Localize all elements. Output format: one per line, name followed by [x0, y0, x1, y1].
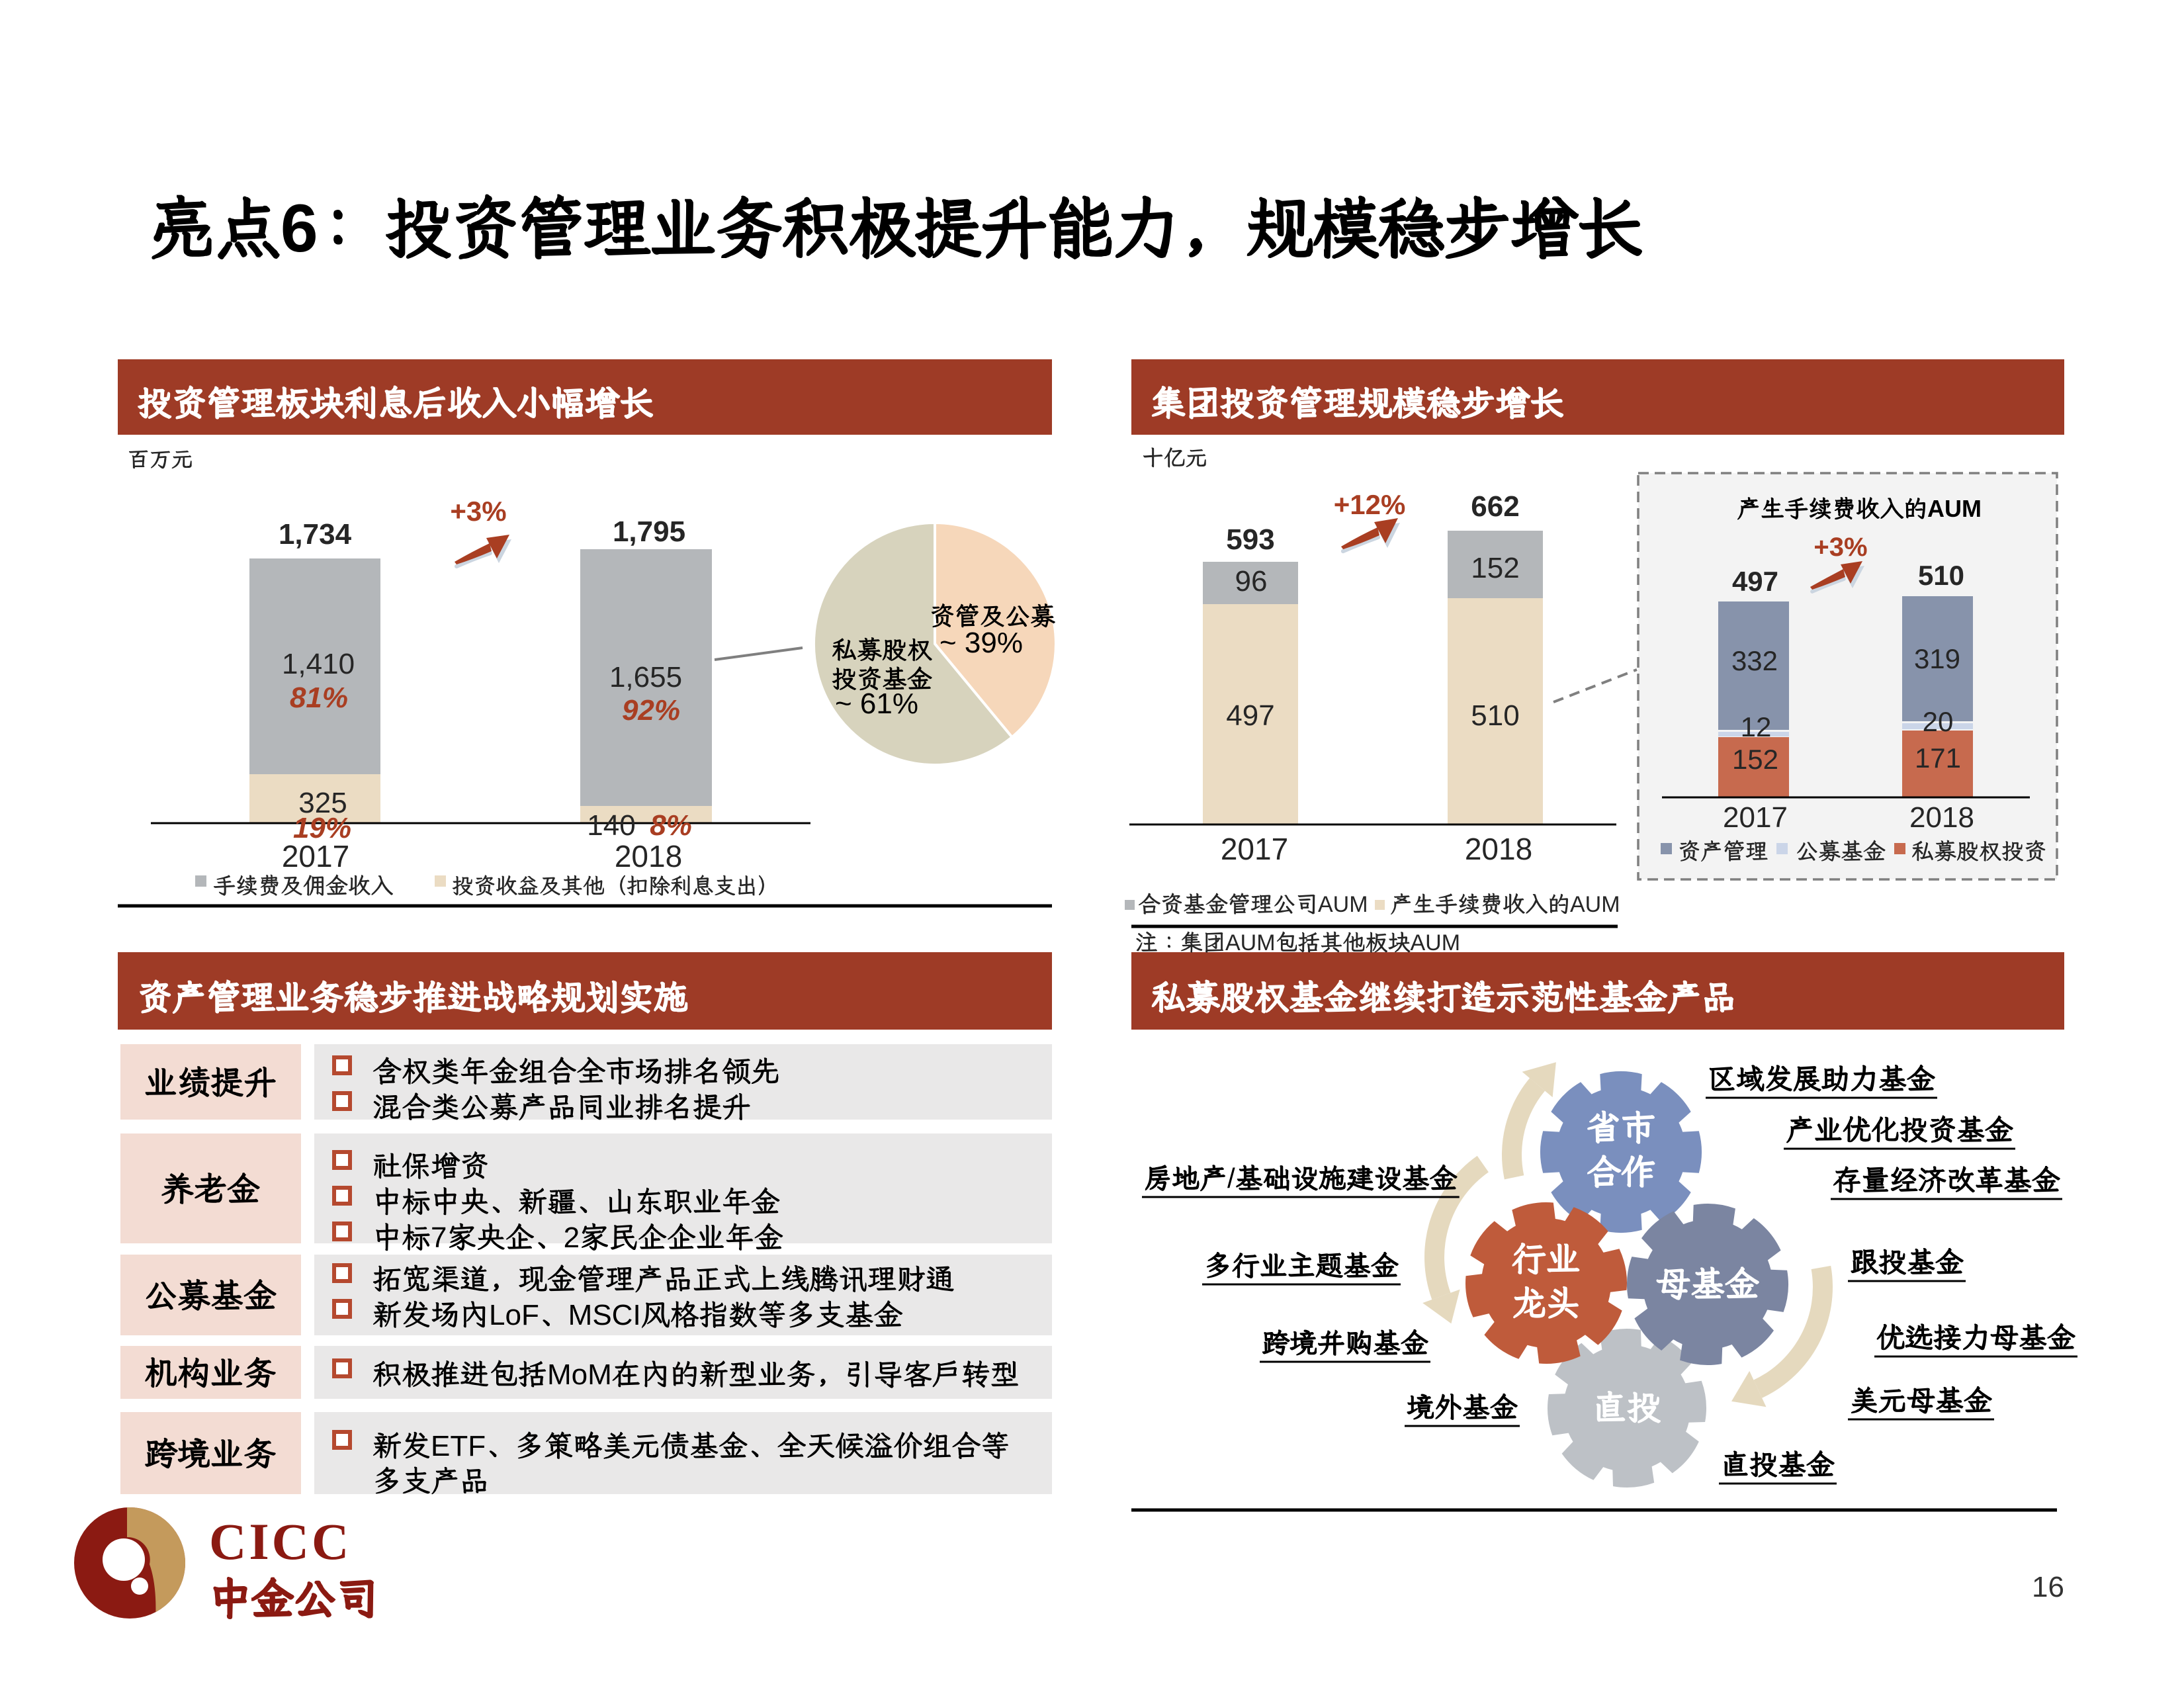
svg-text:LoF: LoF — [489, 1299, 539, 1331]
svg-text:92%: 92% — [622, 694, 680, 727]
svg-text:8%: 8% — [650, 809, 692, 842]
svg-text:2: 2 — [564, 1222, 580, 1254]
svg-text:2017: 2017 — [1723, 801, 1788, 834]
svg-text:1,655: 1,655 — [609, 661, 682, 693]
svg-text:171: 171 — [1915, 742, 1961, 774]
svg-text:AUM: AUM — [1927, 495, 1982, 522]
svg-text:20: 20 — [1923, 706, 1954, 737]
svg-text:662: 662 — [1471, 490, 1519, 523]
svg-text:2017: 2017 — [1221, 832, 1288, 866]
svg-text:510: 510 — [1471, 699, 1519, 732]
svg-text:1,410: 1,410 — [282, 648, 355, 680]
svg-text:1,734: 1,734 — [279, 518, 352, 551]
svg-text:325: 325 — [298, 787, 347, 819]
svg-text:319: 319 — [1914, 643, 1960, 674]
svg-text:MSCI: MSCI — [568, 1299, 641, 1331]
svg-text:2018: 2018 — [1909, 801, 1974, 834]
svg-text:2018: 2018 — [615, 839, 682, 873]
svg-text:16: 16 — [2032, 1571, 2064, 1603]
svg-text:1,795: 1,795 — [613, 515, 685, 548]
svg-text:~ 61%: ~ 61% — [835, 688, 918, 720]
svg-text:12: 12 — [1741, 711, 1772, 742]
svg-text:~ 39%: ~ 39% — [939, 627, 1023, 659]
svg-text:ETF: ETF — [431, 1430, 486, 1462]
svg-text:510: 510 — [1918, 560, 1964, 591]
svg-text:81%: 81% — [290, 682, 348, 714]
svg-text:593: 593 — [1226, 523, 1274, 556]
svg-text:AUM: AUM — [1225, 930, 1276, 955]
svg-text:152: 152 — [1471, 552, 1519, 584]
svg-text:2017: 2017 — [282, 839, 349, 873]
svg-text:332: 332 — [1731, 645, 1778, 676]
svg-text:2018: 2018 — [1465, 832, 1532, 866]
svg-text:MoM: MoM — [547, 1358, 612, 1391]
svg-text:7: 7 — [431, 1222, 447, 1254]
svg-text:+3%: +3% — [1813, 533, 1867, 562]
svg-text:/: / — [1227, 1163, 1235, 1194]
svg-text:19%: 19% — [293, 812, 351, 844]
svg-text:96: 96 — [1235, 565, 1268, 598]
svg-text:6: 6 — [281, 191, 318, 266]
svg-text:140: 140 — [587, 809, 635, 842]
svg-text:152: 152 — [1732, 744, 1778, 775]
svg-text:AUM: AUM — [1570, 892, 1620, 917]
svg-text:+3%: +3% — [450, 496, 506, 527]
svg-text:+12%: +12% — [1334, 489, 1406, 520]
svg-text:AUM: AUM — [1318, 892, 1368, 917]
svg-text:497: 497 — [1226, 699, 1274, 732]
svg-text:CICC: CICC — [209, 1513, 351, 1570]
svg-text:AUM: AUM — [1410, 930, 1460, 955]
svg-text:497: 497 — [1732, 566, 1778, 597]
